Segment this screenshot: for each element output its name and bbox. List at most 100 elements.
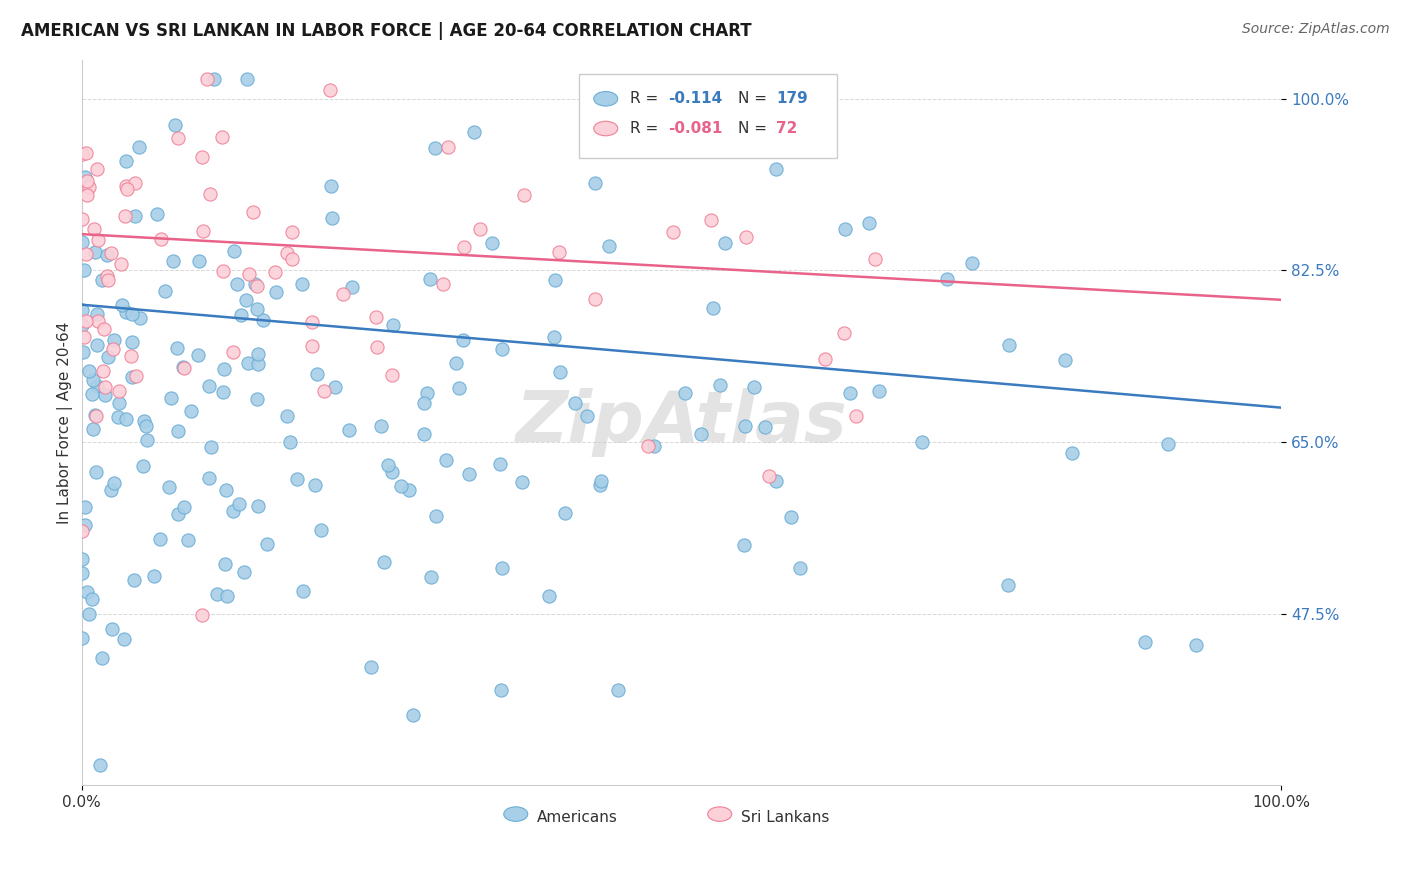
Point: [75, 169, 97, 184]
Point: [252, 313, 274, 327]
Point: [437, 140, 460, 154]
Point: [236, 72, 259, 87]
Point: [832, 326, 855, 340]
Point: [538, 590, 561, 604]
Point: [373, 555, 395, 569]
Point: [97, 350, 120, 364]
Point: [166, 131, 188, 145]
Point: [103, 333, 125, 347]
Text: -0.114: -0.114: [668, 91, 723, 106]
Point: [94, 380, 117, 394]
Point: [222, 503, 245, 517]
Point: [246, 278, 269, 293]
Circle shape: [593, 121, 617, 136]
Point: [167, 507, 190, 521]
Text: ZipAtlas: ZipAtlas: [516, 388, 848, 457]
Point: [238, 267, 260, 281]
Point: [76, 174, 98, 188]
Point: [491, 560, 513, 574]
Point: [135, 419, 157, 434]
Point: [911, 434, 934, 449]
Point: [425, 508, 447, 523]
Point: [124, 573, 146, 587]
Point: [447, 381, 470, 395]
Text: R =: R =: [630, 91, 658, 106]
Point: [381, 318, 404, 332]
Point: [789, 560, 811, 574]
Point: [325, 380, 347, 394]
Point: [548, 365, 571, 379]
Point: [93, 321, 115, 335]
Point: [576, 409, 599, 423]
Point: [412, 396, 434, 410]
Point: [491, 342, 513, 356]
Point: [337, 423, 360, 437]
Point: [307, 367, 329, 381]
Point: [304, 478, 326, 492]
Point: [246, 357, 269, 371]
Point: [101, 622, 124, 636]
Point: [100, 245, 122, 260]
Point: [834, 222, 856, 236]
Point: [70, 631, 93, 645]
Point: [128, 310, 150, 325]
Point: [554, 506, 576, 520]
Point: [434, 453, 457, 467]
Point: [868, 384, 890, 398]
Point: [285, 472, 308, 486]
Point: [73, 518, 96, 533]
Point: [585, 293, 607, 307]
Circle shape: [707, 807, 731, 822]
Point: [166, 341, 188, 355]
Point: [281, 225, 304, 239]
Point: [76, 188, 98, 202]
Point: [402, 707, 425, 722]
Point: [845, 409, 868, 423]
Point: [73, 263, 96, 277]
Point: [70, 524, 93, 538]
Point: [235, 293, 257, 308]
Point: [266, 285, 288, 299]
Point: [70, 566, 93, 580]
Point: [228, 497, 250, 511]
Point: [172, 360, 194, 375]
Point: [256, 537, 278, 551]
Point: [86, 307, 108, 321]
Point: [82, 373, 104, 387]
Point: [108, 384, 131, 399]
Point: [543, 330, 565, 344]
Point: [80, 386, 103, 401]
Point: [276, 246, 298, 260]
Point: [935, 272, 957, 286]
Point: [75, 314, 97, 328]
Point: [72, 344, 94, 359]
Text: Americans: Americans: [537, 810, 619, 825]
Point: [734, 230, 756, 244]
Point: [190, 150, 212, 164]
Point: [276, 409, 298, 423]
Point: [214, 558, 236, 572]
Point: [865, 252, 887, 266]
Point: [188, 254, 211, 268]
Point: [589, 477, 612, 491]
Point: [198, 471, 221, 485]
Point: [187, 348, 209, 362]
Point: [125, 368, 148, 383]
Point: [195, 72, 218, 87]
Point: [281, 252, 304, 267]
Point: [100, 483, 122, 497]
Point: [858, 216, 880, 230]
Point: [468, 222, 491, 236]
Point: [734, 419, 756, 434]
Point: [75, 246, 97, 260]
Point: [548, 244, 571, 259]
Point: [128, 140, 150, 154]
Point: [110, 257, 132, 271]
Point: [637, 439, 659, 453]
Point: [86, 378, 108, 392]
Point: [225, 277, 247, 291]
Point: [246, 392, 269, 407]
Point: [232, 565, 254, 579]
Point: [370, 419, 392, 434]
Point: [222, 344, 245, 359]
